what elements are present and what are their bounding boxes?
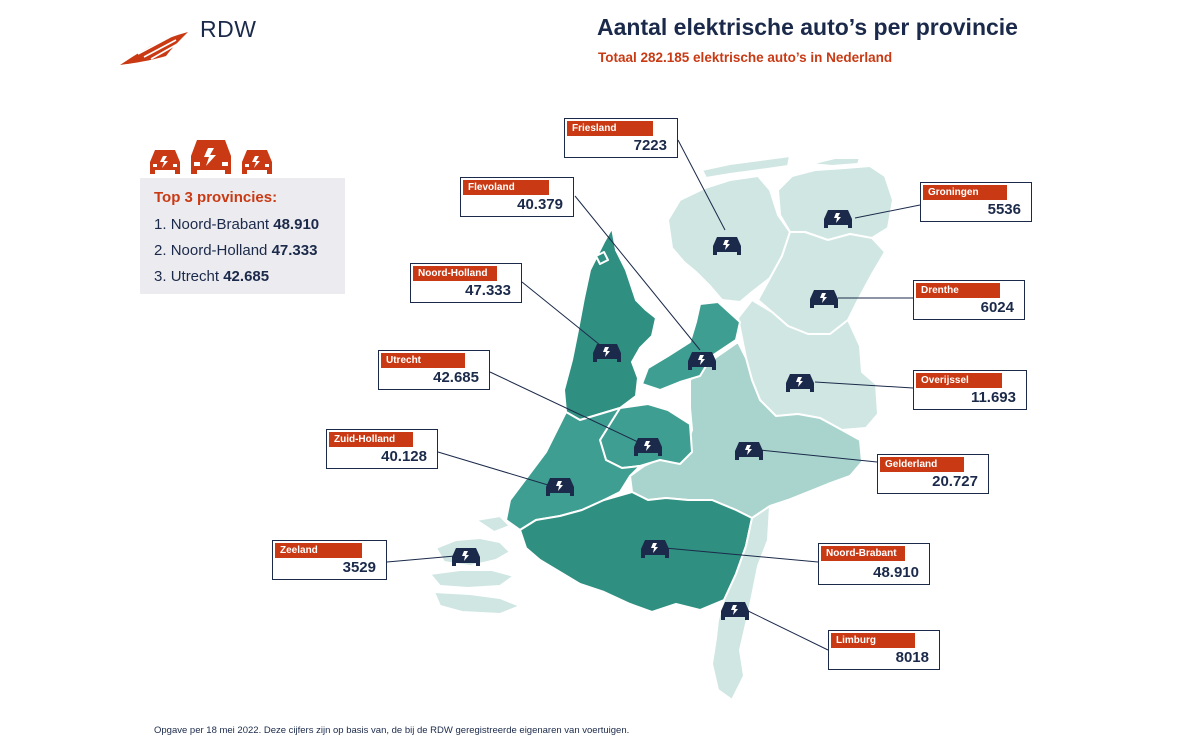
label-name: Noord-Brabant [821, 546, 905, 561]
label-noord-brabant: Noord-Brabant 48.910 [818, 543, 930, 585]
electric-car-icon [786, 374, 814, 392]
electric-car-icon [641, 540, 669, 558]
electric-car-icon [735, 442, 763, 460]
label-name: Friesland [567, 121, 653, 136]
label-limburg: Limburg 8018 [828, 630, 940, 670]
electric-car-icon [810, 290, 838, 308]
top3-panel: Top 3 provincies: 1. Noord-Brabant 48.91… [140, 178, 345, 294]
electric-car-icon [688, 352, 716, 370]
label-friesland: Friesland 7223 [564, 118, 678, 158]
electric-car-icon [824, 210, 852, 228]
label-overijssel: Overijssel 11.693 [913, 370, 1027, 410]
label-value: 47.333 [465, 282, 511, 299]
electric-car-icon [593, 344, 621, 362]
province-zuid-holland [505, 407, 641, 531]
label-value: 5536 [987, 201, 1021, 218]
page-subtitle: Totaal 282.185 elektrische auto’s in Ned… [598, 50, 893, 65]
label-name: Groningen [923, 185, 1007, 200]
rdw-logo-icon [120, 32, 188, 65]
label-name: Flevoland [463, 180, 549, 195]
electric-car-icon [713, 237, 741, 255]
top3-rank: 3. [154, 268, 167, 285]
label-value: 40.379 [517, 196, 563, 213]
label-name: Noord-Holland [413, 266, 497, 281]
top3-value: 48.910 [273, 216, 320, 233]
top3-car-icons [150, 140, 272, 174]
label-drenthe: Drenthe 6024 [913, 280, 1025, 320]
label-zuid-holland: Zuid-Holland 40.128 [326, 429, 438, 469]
footnote: Opgave per 18 mei 2022. Deze cijfers zij… [154, 725, 630, 736]
label-value: 20.727 [932, 473, 978, 490]
label-value: 40.128 [381, 448, 427, 465]
label-gelderland: Gelderland 20.727 [877, 454, 989, 494]
label-utrecht: Utrecht 42.685 [378, 350, 490, 390]
province-flevoland [641, 301, 741, 391]
label-noord-holland: Noord-Holland 47.333 [410, 263, 522, 303]
top3-value: 42.685 [223, 268, 270, 285]
label-name: Overijssel [916, 373, 1002, 388]
label-name: Gelderland [880, 457, 964, 472]
electric-car-icon [546, 478, 574, 496]
label-name: Limburg [831, 633, 915, 648]
label-name: Zuid-Holland [329, 432, 413, 447]
label-value: 11.693 [970, 389, 1016, 406]
label-value: 42.685 [433, 369, 479, 386]
label-value: 8018 [895, 649, 929, 666]
label-value: 48.910 [873, 564, 919, 581]
top3-row-3: 3. Utrecht 42.685 [154, 268, 269, 285]
electric-car-icon [452, 548, 480, 566]
label-name: Zeeland [275, 543, 362, 558]
label-flevoland: Flevoland 40.379 [460, 177, 574, 217]
top3-name: Utrecht [170, 268, 220, 285]
label-value: 6024 [980, 299, 1014, 316]
label-name: Drenthe [916, 283, 1000, 298]
electric-car-icon [634, 438, 662, 456]
top3-rank: 2. [154, 242, 167, 259]
label-value: 7223 [633, 137, 667, 154]
label-name: Utrecht [381, 353, 465, 368]
label-value: 3529 [342, 559, 376, 576]
top3-row-1: 1. Noord-Brabant 48.910 [154, 216, 319, 233]
top3-name: Noord-Holland [170, 242, 268, 259]
province-groningen [777, 165, 894, 241]
top3-rank: 1. [154, 216, 167, 233]
top3-title: Top 3 provincies: [154, 189, 278, 206]
top3-name: Noord-Brabant [170, 216, 270, 233]
top3-row-2: 2. Noord-Holland 47.333 [154, 242, 317, 259]
label-groningen: Groningen 5536 [920, 182, 1032, 222]
top3-value: 47.333 [271, 242, 318, 259]
page-title: Aantal elektrische auto’s per provincie [597, 14, 1018, 40]
province-noord-holland [563, 227, 657, 421]
logo-text: RDW [200, 16, 257, 42]
electric-car-icon [721, 602, 749, 620]
province-gelderland [629, 341, 863, 519]
label-zeeland: Zeeland 3529 [272, 540, 387, 580]
